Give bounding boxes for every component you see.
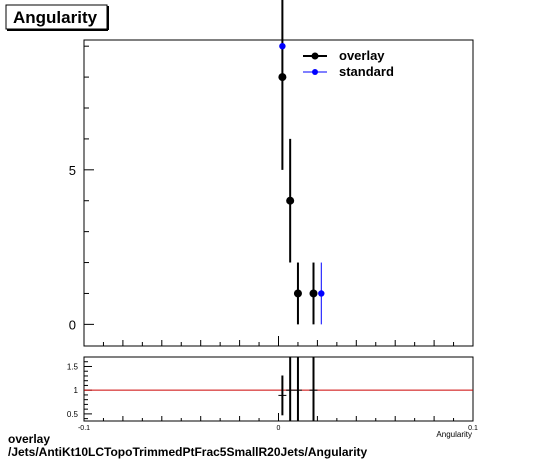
main-marks bbox=[278, 0, 325, 325]
y-tick-label: 5 bbox=[69, 163, 76, 178]
y-tick-label: 0 bbox=[69, 317, 76, 332]
overlay-point bbox=[286, 196, 295, 205]
legend-overlay-marker bbox=[311, 52, 319, 60]
footer-line-2: /Jets/AntiKt10LCTopoTrimmedPtFrac5SmallR… bbox=[8, 445, 368, 459]
x-axis-label: Angularity bbox=[436, 430, 472, 439]
ratio-y-tick-label: 0.5 bbox=[67, 410, 79, 419]
ratio-plot-frame bbox=[83, 356, 474, 422]
footer-line-1: overlay bbox=[8, 432, 51, 446]
ratio-x-tick-label: 0 bbox=[277, 425, 281, 432]
overlay-point bbox=[293, 289, 302, 298]
legend-standard-marker bbox=[312, 69, 318, 75]
chart-title: Angularity bbox=[13, 8, 98, 27]
ratio-marks bbox=[84, 357, 473, 421]
main-plot-frame bbox=[83, 39, 474, 347]
main-axes: 05 bbox=[69, 45, 474, 346]
ratio-x-tick-label: -0.1 bbox=[78, 425, 90, 432]
legend-overlay-label: overlay bbox=[339, 48, 385, 63]
legend: overlay standard bbox=[303, 48, 394, 79]
legend-standard-label: standard bbox=[339, 64, 394, 79]
standard-point bbox=[318, 290, 325, 297]
title-box: Angularity bbox=[5, 4, 109, 31]
ratio-x-tick-label: 0.1 bbox=[468, 425, 478, 432]
ratio-y-tick-label: 1 bbox=[74, 386, 79, 395]
standard-point bbox=[279, 42, 286, 50]
overlay-point bbox=[278, 73, 287, 82]
ratio-y-tick-label: 1.5 bbox=[67, 362, 79, 371]
overlay-point bbox=[309, 289, 318, 298]
